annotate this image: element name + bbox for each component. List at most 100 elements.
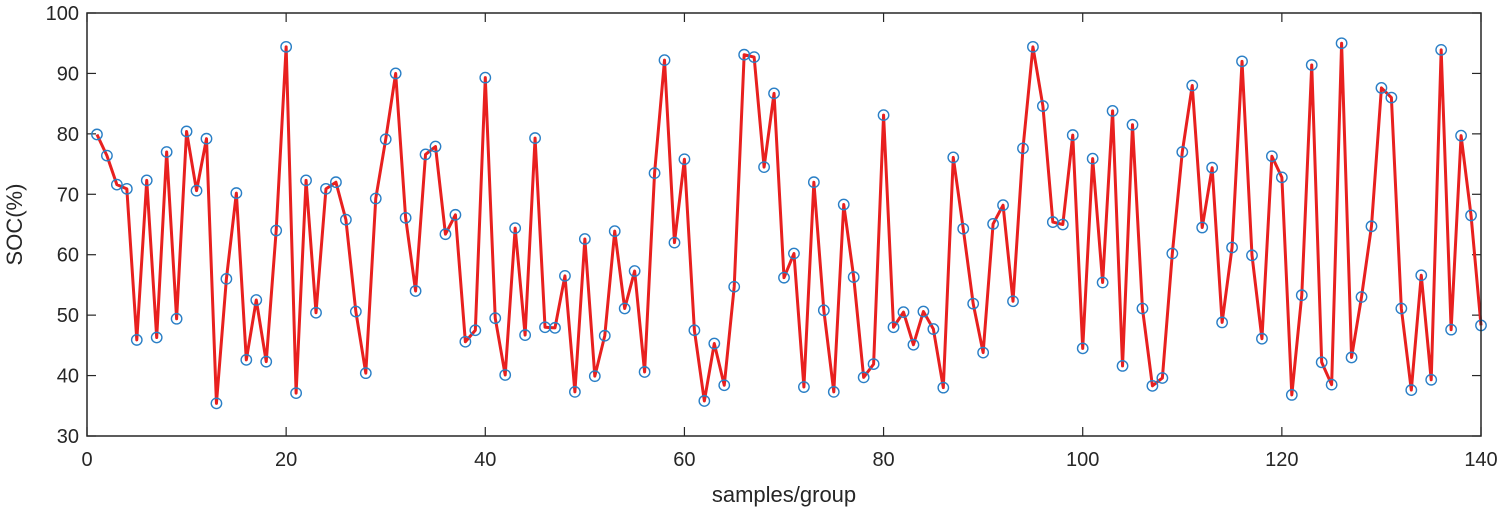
data-point (499, 369, 512, 381)
data-point (1126, 118, 1139, 131)
data-point (379, 133, 392, 146)
data-point (648, 167, 661, 180)
markers-layer (91, 37, 1487, 410)
data-point (140, 174, 153, 187)
data-point (1036, 100, 1049, 112)
data-point (1405, 384, 1418, 396)
data-point (469, 324, 482, 337)
data-point (1395, 302, 1408, 315)
data-point (1116, 360, 1129, 372)
data-point (349, 305, 362, 318)
data-point (1325, 378, 1338, 391)
data-point (529, 132, 541, 144)
data-point (1136, 302, 1149, 315)
data-point (897, 306, 910, 319)
data-point (1435, 43, 1448, 56)
data-point (1056, 218, 1069, 231)
data-point (608, 225, 621, 238)
data-point (1236, 55, 1248, 68)
data-point (240, 353, 253, 366)
data-point (519, 329, 532, 341)
data-point (339, 213, 352, 226)
y-tick-label: 80 (57, 124, 79, 146)
y-tick-label: 90 (57, 63, 79, 85)
tick-labels-layer: 0 20 40 60 80 100 120 140 30 40 50 60 70 80 90 100 (46, 3, 1498, 471)
data-point (678, 153, 691, 166)
data-point (857, 371, 870, 384)
data-point (569, 385, 581, 398)
data-point (907, 338, 920, 351)
data-point (1176, 146, 1189, 158)
data-point (1226, 241, 1238, 254)
data-point (1027, 40, 1039, 53)
data-point (389, 67, 402, 80)
data-point (588, 370, 601, 383)
data-point (399, 211, 412, 224)
data-point (91, 128, 103, 141)
data-point (1385, 91, 1398, 104)
data-point (459, 335, 472, 348)
data-point (1166, 247, 1179, 260)
data-point (1455, 129, 1467, 142)
series-line-layer (95, 41, 1483, 405)
data-point (1415, 269, 1428, 282)
data-point (598, 329, 611, 342)
data-point (708, 337, 721, 350)
data-point (977, 346, 990, 359)
data-point (160, 146, 173, 158)
x-axis-title: samples/group (712, 482, 856, 507)
data-point (618, 302, 631, 315)
data-point (1186, 79, 1199, 92)
data-point (1086, 152, 1099, 165)
data-point (1066, 129, 1079, 141)
data-point (937, 381, 950, 394)
data-point (359, 367, 372, 380)
x-tick-label: 100 (1066, 449, 1099, 471)
data-point (419, 148, 432, 161)
data-point (1285, 389, 1298, 401)
data-point (449, 208, 462, 221)
plot-frame (86, 12, 1482, 437)
data-point (310, 306, 322, 319)
series-line (95, 41, 1483, 405)
data-point (1305, 59, 1318, 71)
data-point (1425, 373, 1438, 386)
data-point (867, 358, 880, 370)
data-point (320, 182, 332, 195)
data-point (210, 397, 223, 410)
data-point (1017, 142, 1029, 155)
data-point (1315, 356, 1328, 369)
y-tick-label: 30 (57, 426, 79, 448)
data-point (1266, 150, 1278, 163)
x-tick-label: 60 (673, 449, 695, 471)
data-point (718, 379, 731, 392)
data-point (1007, 295, 1019, 308)
data-point (130, 334, 143, 346)
data-point (967, 297, 980, 310)
data-point (479, 71, 492, 84)
y-tick-label: 60 (57, 245, 79, 267)
data-point (788, 247, 800, 260)
data-point (1156, 372, 1169, 384)
data-point (778, 271, 790, 284)
data-point (429, 140, 442, 153)
data-point (1076, 342, 1089, 355)
data-point (559, 269, 571, 282)
data-point (1355, 291, 1368, 303)
data-point (1295, 289, 1308, 302)
data-point (110, 178, 123, 191)
data-point (578, 233, 591, 245)
data-point (1345, 351, 1358, 364)
data-point (638, 366, 651, 378)
data-point (150, 331, 163, 344)
data-point (1106, 104, 1119, 117)
data-point (1256, 332, 1268, 345)
data-point (807, 176, 820, 189)
data-point (549, 321, 561, 334)
data-point (668, 236, 681, 249)
data-point (1445, 323, 1458, 336)
y-tick-label: 50 (57, 305, 79, 327)
data-point (748, 51, 761, 64)
data-point (768, 87, 780, 100)
